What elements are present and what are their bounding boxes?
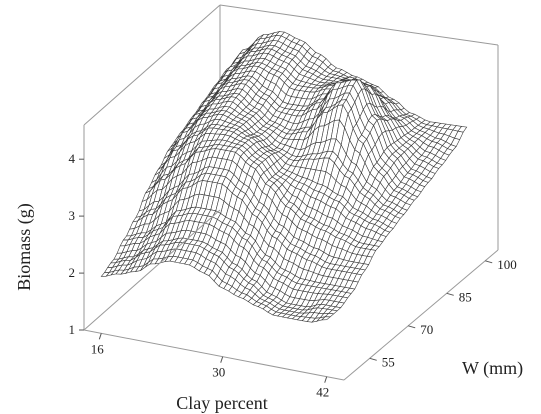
y-tick-mark <box>369 357 377 361</box>
y-axis-title: W (mm) <box>462 358 523 379</box>
z-tick-label: 3 <box>69 208 76 223</box>
y-tick-label: 100 <box>497 257 517 272</box>
y-tick-label: 85 <box>459 289 472 304</box>
z-tick-label: 2 <box>69 265 76 280</box>
x-tick-mark <box>324 376 328 383</box>
box-edge <box>83 4 221 126</box>
y-tick-mark <box>408 325 416 329</box>
x-axis-title: Clay percent <box>176 393 267 413</box>
x-tick-mark <box>220 356 224 363</box>
y-tick-label: 70 <box>420 322 433 337</box>
y-tick-mark <box>446 292 454 296</box>
bounding-box-front <box>83 209 345 381</box>
box-edge <box>83 209 221 331</box>
box-edge <box>83 329 345 381</box>
x-tick-label: 30 <box>212 365 225 380</box>
y-tick-label: 55 <box>382 354 395 369</box>
surface-mesh <box>100 31 468 323</box>
z-tick-label: 4 <box>69 151 76 166</box>
z-tick-label: 1 <box>69 322 76 337</box>
x-tick-label: 42 <box>316 385 329 400</box>
x-tick-label: 16 <box>91 341 105 356</box>
box-edge <box>219 4 499 46</box>
y-tick-mark <box>485 260 493 264</box>
surface-cell <box>320 316 332 321</box>
bounding-box-back <box>83 4 499 381</box>
axis-ticks: 1 2 3 4 16 30 42 55 70 85 100 <box>69 151 517 400</box>
z-axis-title: Biomass (g) <box>14 203 35 291</box>
x-tick-mark <box>98 333 102 340</box>
box-edge <box>343 249 499 381</box>
